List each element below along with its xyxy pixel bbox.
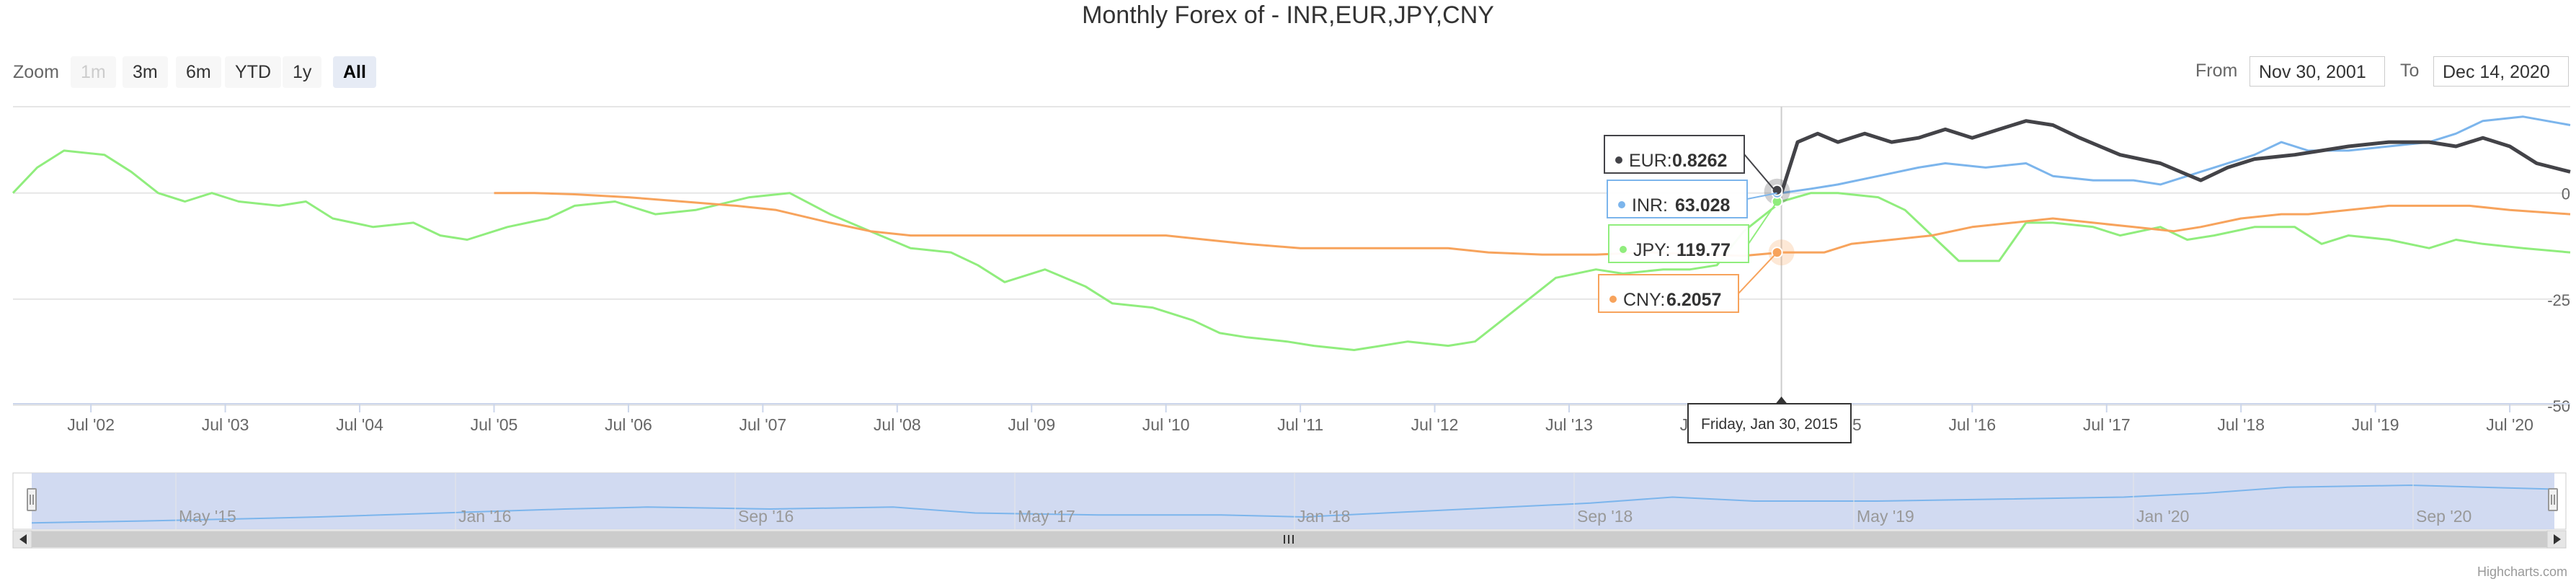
tooltip-dot-inr (1618, 201, 1625, 208)
chart-title: Monthly Forex of - INR,EUR,JPY,CNY (1082, 1, 1494, 29)
x-tick-label: Jul '06 (605, 415, 652, 434)
x-tick-label: Jul '09 (1008, 415, 1055, 434)
navigator-tick-label: May '17 (1018, 507, 1075, 526)
tooltip-value: 63.028 (1675, 195, 1731, 216)
x-tick-label: Jul '19 (2352, 415, 2399, 434)
tooltip-series-label: EUR: (1629, 151, 1672, 171)
navigator-selection (32, 473, 2554, 529)
navigator-tick-label: Sep '16 (738, 507, 794, 526)
zoom-label: Zoom (13, 62, 59, 82)
scroll-left-arrow-icon (19, 534, 27, 544)
tooltip-pointer-cny (1738, 252, 1778, 294)
x-tick-label: Jul '20 (2486, 415, 2533, 434)
tooltip-value: 119.77 (1676, 240, 1731, 260)
tooltip-pointer-eur (1744, 154, 1778, 194)
tooltip-value: 0.8262 (1672, 151, 1727, 171)
navigator-handle-left[interactable] (27, 488, 37, 511)
tooltip-series-label: CNY: (1623, 290, 1665, 310)
tooltip-value: 6.2057 (1666, 290, 1721, 310)
zoom-button-ytd[interactable]: YTD (225, 56, 281, 88)
to-date-input[interactable]: Dec 14, 2020 (2433, 56, 2569, 87)
tooltip-dot-eur (1615, 156, 1622, 164)
tooltip-series-label: JPY: (1633, 240, 1670, 260)
tooltip-box-inr (1607, 180, 1748, 218)
hover-marker-eur (1771, 184, 1783, 196)
x-tick-label: Jul '08 (874, 415, 921, 434)
from-label: From (2195, 61, 2238, 81)
tooltip-box-cny (1598, 274, 1739, 313)
navigator-tick-label: Sep '20 (2416, 507, 2471, 526)
x-tick-label: Jul '10 (1142, 415, 1190, 434)
date-tooltip-arrow (1775, 397, 1787, 404)
x-tick-label: Jul '02 (67, 415, 115, 434)
to-label: To (2400, 61, 2420, 81)
x-tick-label: Jul '12 (1411, 415, 1459, 434)
series-line-eur (1780, 119, 2571, 194)
navigator-tick-label: May '15 (179, 507, 236, 526)
credits-link[interactable]: Highcharts.com (2477, 565, 2567, 579)
navigator-series-line (31, 484, 2555, 524)
date-tooltip-text: Friday, Jan 30, 2015 (1701, 416, 1838, 433)
x-tick-label: Jul '05 (471, 415, 518, 434)
series-line-jpy (12, 149, 2571, 351)
tooltip-dot-jpy (1620, 246, 1627, 253)
from-date-input[interactable]: Nov 30, 2001 (2249, 56, 2385, 87)
navigator-tick-label: Sep '18 (1577, 507, 1633, 526)
navigator-tick-label: Jan '18 (1297, 507, 1350, 526)
tooltip-pointer-jpy (1748, 200, 1778, 244)
x-tick-label: Jul '11 (1277, 415, 1323, 434)
tooltip-dot-cny (1609, 296, 1617, 303)
tooltip-pointer-inr (1746, 192, 1777, 200)
navigator-tick-label: May '19 (1857, 507, 1914, 526)
x-tick-label: Jul '13 (1545, 415, 1593, 434)
x-tick-label: Jul '03 (202, 415, 249, 434)
navigator-tick-label: Jan '16 (458, 507, 511, 526)
scroll-right-arrow-icon (2554, 534, 2561, 544)
zoom-button-3m[interactable]: 3m (123, 56, 168, 88)
series-line-inr (1781, 115, 2571, 195)
zoom-button-1m: 1m (71, 56, 116, 88)
y-tick-label: -50 (2547, 397, 2570, 415)
x-tick-label: Jul '18 (2217, 415, 2265, 434)
x-tick-label: Jul '04 (336, 415, 383, 434)
x-tick-label: Jul '16 (1948, 415, 1996, 434)
date-tooltip-box (1687, 403, 1852, 443)
y-tick-label: -25 (2547, 291, 2570, 309)
zoom-button-6m[interactable]: 6m (176, 56, 221, 88)
x-tick-label: Jul '17 (2083, 415, 2131, 434)
tooltip-series-label: INR: (1632, 195, 1668, 216)
navigator-tick-label: Jan '20 (2136, 507, 2189, 526)
navigator-handle-right[interactable] (2548, 488, 2558, 511)
x-tick-label: Jul '07 (739, 415, 786, 434)
zoom-button-1y[interactable]: 1y (283, 56, 322, 88)
y-tick-label: 0 (2562, 185, 2570, 203)
zoom-button-all[interactable]: All (333, 56, 376, 88)
